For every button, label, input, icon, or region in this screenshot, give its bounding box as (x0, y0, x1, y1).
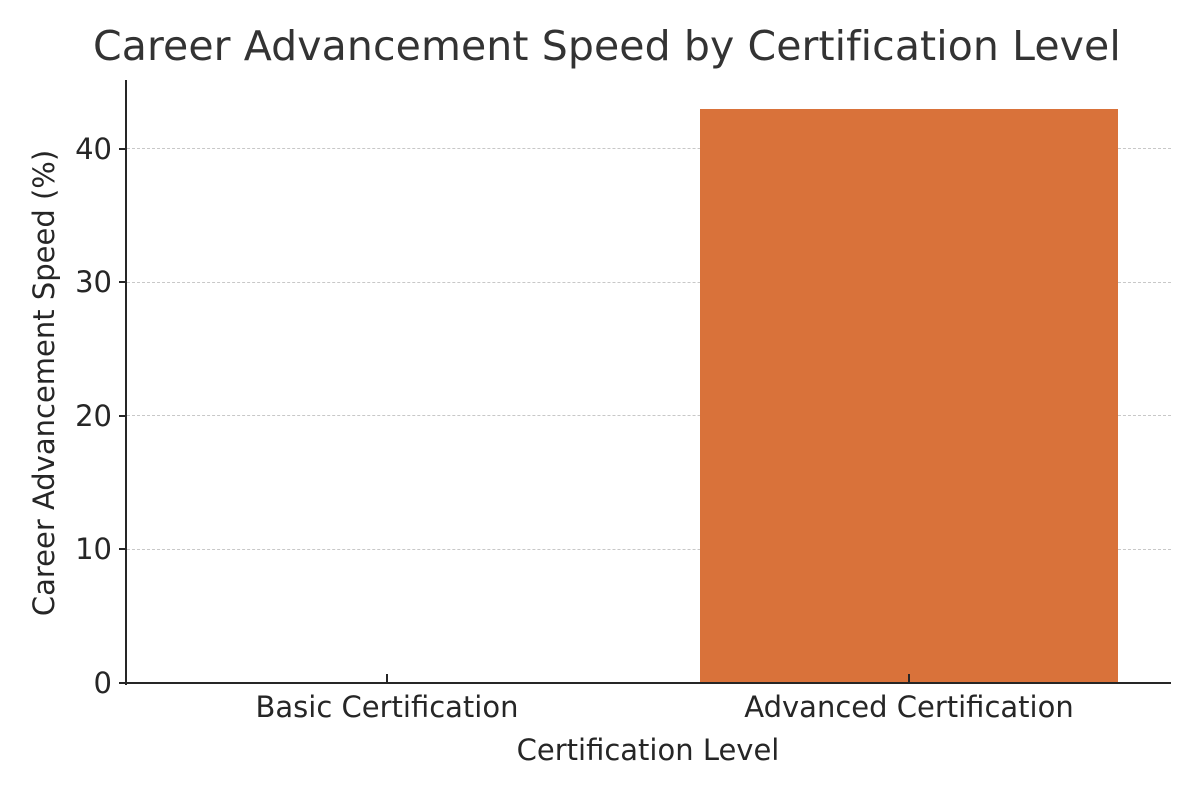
ytick-label-40: 40 (75, 132, 112, 166)
ytick-mark-20 (119, 415, 126, 417)
ytick-mark-10 (119, 548, 126, 550)
ytick-label-30: 30 (75, 265, 112, 299)
ytick-label-0: 0 (93, 666, 112, 700)
gridline-40 (127, 148, 1171, 149)
gridline-20 (127, 415, 1171, 416)
xtick-label-advanced: Advanced Certification (744, 690, 1074, 724)
ytick-mark-0 (119, 682, 126, 684)
xtick-mark-advanced (908, 674, 910, 683)
ytick-label-10: 10 (75, 532, 112, 566)
y-axis-line (125, 80, 127, 685)
y-axis-label: Career Advancement Speed (%) (27, 149, 61, 617)
ytick-label-20: 20 (75, 399, 112, 433)
xtick-mark-basic (386, 674, 388, 683)
chart-title: Career Advancement Speed by Certificatio… (93, 22, 1121, 70)
bar-advanced-certification (700, 109, 1118, 683)
gridline-30 (127, 282, 1171, 283)
x-axis-line (125, 682, 1171, 684)
ytick-mark-40 (119, 148, 126, 150)
ytick-mark-30 (119, 281, 126, 283)
gridline-10 (127, 549, 1171, 550)
x-axis-label: Certification Level (516, 733, 780, 767)
xtick-label-basic: Basic Certification (255, 690, 519, 724)
